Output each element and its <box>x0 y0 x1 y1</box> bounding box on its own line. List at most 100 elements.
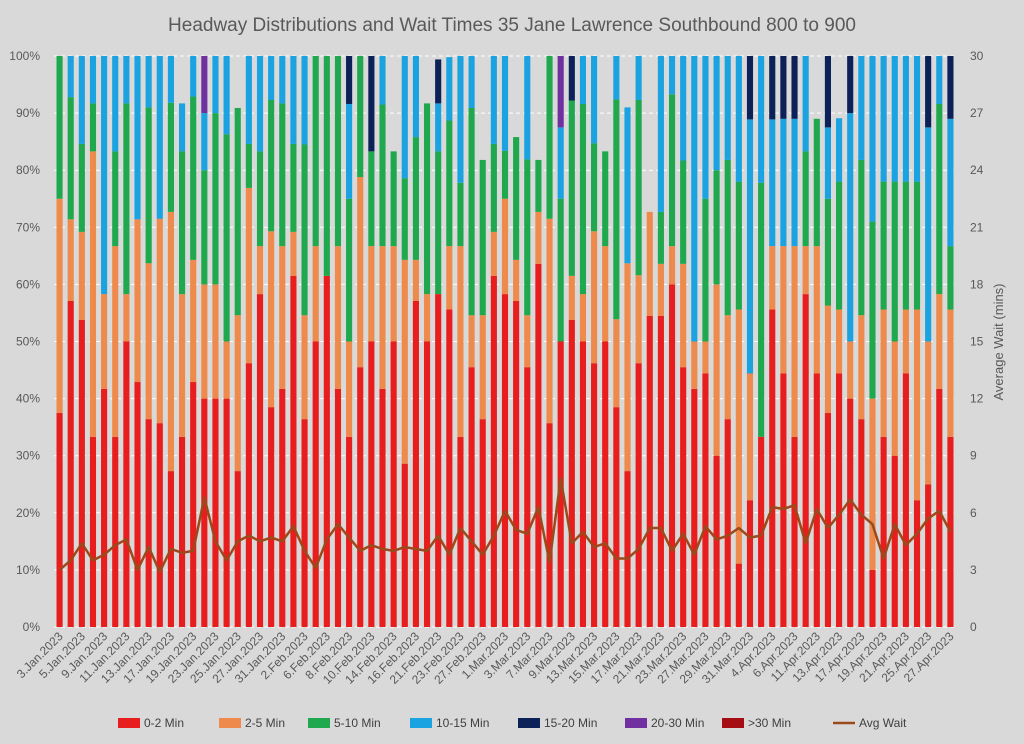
bar-segment <box>490 275 497 627</box>
bar-segment <box>323 56 330 276</box>
bar-segment <box>223 398 230 627</box>
bar-segment <box>56 56 63 199</box>
bar-segment <box>713 455 720 627</box>
bar-segment <box>190 96 197 260</box>
bar-segment <box>112 246 119 437</box>
left-axis-ticks: 0% 10% 20% 30% 40% 50% 60% 70% 80% 90% 100% <box>9 49 40 634</box>
bar-segment <box>947 118 954 247</box>
right-tick-label: 12 <box>970 392 984 406</box>
bar-segment <box>145 56 152 108</box>
bar-segment <box>323 275 330 627</box>
bar-segment <box>446 309 453 627</box>
bar-segment <box>657 263 664 316</box>
bar-segment <box>591 143 598 232</box>
bar-segment <box>836 181 843 310</box>
bar-segment <box>78 231 85 320</box>
bar-segment <box>702 56 709 199</box>
bar-segment <box>546 218 553 424</box>
bar-segment <box>902 373 909 627</box>
bar-segment <box>936 294 943 389</box>
bar-segment <box>802 294 809 627</box>
bar-segment <box>913 309 921 501</box>
bar-segment <box>513 259 520 301</box>
bar-segment <box>123 341 130 627</box>
bar-segment <box>602 151 609 247</box>
bar-segment <box>123 56 130 104</box>
bar-segment <box>290 275 297 627</box>
bar-segment <box>624 107 631 264</box>
bar-segment <box>67 219 74 301</box>
bar-segment <box>869 569 876 627</box>
left-tick-label: 90% <box>16 106 40 120</box>
bar-segment <box>435 59 442 104</box>
bar-segment <box>568 319 575 627</box>
bar-segment <box>156 218 163 424</box>
bar-segment <box>357 56 364 178</box>
bar-segment <box>457 182 464 247</box>
bar-segment <box>925 56 932 128</box>
left-tick-label: 100% <box>9 49 40 63</box>
bar-segment <box>802 151 809 247</box>
bar-segment <box>546 56 553 219</box>
bar-segment <box>902 181 909 310</box>
bar-segment <box>468 315 475 368</box>
bar-segment <box>190 382 197 627</box>
legend-swatch <box>410 718 432 728</box>
bar-segment <box>334 388 342 627</box>
bar-segment <box>78 56 85 144</box>
bar-segment <box>479 315 486 420</box>
bar-segment <box>256 151 264 247</box>
legend-label: 20-30 Min <box>651 716 704 730</box>
bar-segment <box>880 181 887 310</box>
bar-segment <box>891 56 898 182</box>
bar-segment <box>780 56 787 119</box>
bar-segment <box>134 382 141 627</box>
bar-segment <box>735 181 742 310</box>
bar-segment <box>769 309 776 627</box>
bar-segment <box>791 56 798 119</box>
bar-segment <box>368 246 375 342</box>
bar-segment <box>56 198 63 413</box>
bar-segment <box>746 500 754 627</box>
bar-segment <box>290 143 297 232</box>
bar-segment <box>847 341 854 399</box>
left-tick-label: 40% <box>16 392 40 406</box>
bar-segment <box>780 118 787 247</box>
bar-segment <box>78 143 85 232</box>
bar-segment <box>824 198 832 306</box>
legend-swatch <box>118 718 140 728</box>
bar-segment <box>134 56 141 220</box>
bar-segment <box>101 56 108 295</box>
bar-segment <box>446 120 453 247</box>
legend-swatch <box>625 718 647 728</box>
bar-segment <box>568 56 575 101</box>
bar-segment <box>668 246 676 285</box>
bar-segment <box>858 419 865 627</box>
bar-segment <box>824 56 832 128</box>
bar-segment <box>724 419 731 627</box>
bar-segment <box>279 56 286 104</box>
bar-segment <box>379 56 386 105</box>
bar-segment <box>591 363 598 627</box>
bar-segment <box>813 246 820 374</box>
bar-segment <box>735 563 742 627</box>
bar-segment <box>490 231 497 276</box>
bar-segment <box>468 107 475 316</box>
right-tick-label: 6 <box>970 506 977 520</box>
bar-segment <box>680 263 687 368</box>
bar-segment <box>869 398 876 570</box>
bar-segment <box>947 436 954 627</box>
bar-segment <box>89 436 97 627</box>
avg-wait-line-group <box>58 477 952 574</box>
bar-segment <box>446 246 453 310</box>
bar-segment <box>913 181 921 310</box>
bar-segment <box>112 56 119 152</box>
bar-segment <box>791 118 798 247</box>
bar-segment <box>780 373 787 627</box>
bar-segment <box>869 56 876 222</box>
bar-segment <box>357 177 364 368</box>
bar-segment <box>758 56 765 183</box>
bar-segment <box>691 388 698 627</box>
bar-segment <box>535 263 542 627</box>
